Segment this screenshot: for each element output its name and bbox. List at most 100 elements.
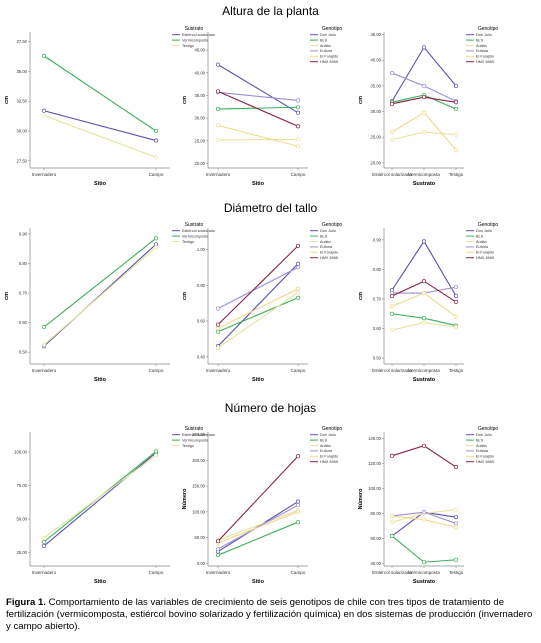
y-tick-label: 0.60 — [19, 320, 28, 325]
data-point — [295, 144, 301, 149]
data-point — [41, 539, 47, 544]
data-point — [421, 45, 427, 50]
legend-entry: Euforia — [320, 245, 333, 249]
x-axis-title: Sitio — [252, 579, 265, 585]
legend-entry: Testigo — [182, 44, 194, 48]
y-axis-title: Número — [358, 488, 364, 509]
data-point — [421, 443, 427, 448]
y-tick-label: 60.00 — [371, 536, 382, 541]
series-line — [217, 91, 299, 101]
data-point — [453, 465, 459, 470]
legend-entry: Don Julio — [476, 229, 492, 233]
chart-diametro-sitio-sustrato: 0.50 0.60 0.70 0.80 0.90 Invernadero Campo Siti… — [4, 222, 215, 383]
legend-entry: Estiércol solarizado — [182, 229, 215, 233]
series-line — [43, 243, 157, 347]
y-tick-label: 40.00 — [371, 561, 382, 566]
figure-caption: Figura 1. Comportamiento de las variable… — [6, 597, 538, 633]
legend-entry: Autlán — [320, 240, 331, 244]
data-point — [389, 130, 395, 135]
y-tick-label: 50.00 — [17, 517, 28, 522]
data-point — [389, 304, 395, 309]
series-line — [391, 511, 457, 537]
y-axis-title: Número — [182, 488, 188, 509]
x-axis-title: Sustrato — [413, 377, 436, 383]
data-point — [295, 454, 301, 459]
x-tick-label: Invernadero — [32, 172, 57, 177]
y-tick-label: 100.00 — [368, 486, 381, 491]
data-point — [215, 62, 221, 67]
data-point — [153, 128, 159, 134]
legend-entry: Vermicomposta — [182, 38, 209, 42]
x-axis-title: Sustrato — [413, 579, 436, 585]
y-tick-label: 0.90 — [19, 231, 28, 236]
y-axis-title: cm — [182, 96, 188, 104]
x-tick-label: Vermicomposta — [408, 172, 440, 177]
y-tick-label: 0.50 — [373, 356, 382, 361]
data-point — [389, 533, 395, 538]
x-tick-label: Campo — [291, 570, 306, 575]
y-tick-label: 0.40 — [197, 354, 206, 359]
y-tick-label: 140.00 — [368, 436, 381, 441]
legend-entry: Vermicomposta — [182, 438, 209, 442]
legend-entry: Euforia — [476, 449, 489, 453]
data-point — [421, 510, 427, 515]
legend-entry: Autlán — [476, 444, 487, 448]
chart-hojas-sustrato-genotipo: 40.00 60.00 80.00 100.00 120.00 140.00 Estiérc… — [358, 426, 498, 585]
data-point — [41, 535, 47, 540]
y-tick-label: 35.00 — [195, 93, 206, 98]
series-line — [391, 445, 457, 468]
y-tick-label: 25.00 — [195, 138, 206, 143]
y-tick-label: 45.00 — [371, 32, 382, 37]
y-tick-label: 100.00 — [14, 450, 27, 455]
data-point — [295, 290, 301, 295]
x-tick-label: Invernadero — [32, 570, 57, 575]
legend-entry: Don Julio — [320, 33, 336, 37]
data-point — [453, 293, 459, 299]
x-tick-label: Campo — [149, 368, 164, 373]
y-tick-label: 37.50 — [17, 39, 28, 44]
legend-entry: Vermicomposta — [182, 234, 209, 238]
data-point — [421, 517, 427, 522]
series-line — [217, 263, 299, 347]
x-tick-label: Campo — [291, 172, 306, 177]
legend-entry: El Forajido — [476, 251, 494, 255]
y-tick-label: 25.00 — [371, 135, 382, 140]
data-point — [389, 513, 395, 518]
chart-hojas-sitio-genotipo: 0.00 50.00 100.00 150.00 200.00 250.00 Inverna… — [182, 426, 342, 585]
y-tick-label: 30.00 — [195, 116, 206, 121]
data-point — [153, 138, 159, 143]
y-tick-label: 80.00 — [371, 511, 382, 516]
legend-entry: Don Julio — [320, 433, 336, 437]
series-line — [217, 124, 299, 147]
data-point — [215, 326, 221, 331]
legend-title: Sustrato — [185, 426, 204, 432]
x-tick-label: Campo — [291, 368, 306, 373]
series-line — [43, 237, 157, 328]
y-tick-label: 30.00 — [371, 109, 382, 114]
x-tick-label: Vermicomposta — [408, 570, 440, 575]
x-tick-label: Invernadero — [206, 368, 231, 373]
legend-title: Sustrato — [185, 222, 204, 228]
series-line — [217, 509, 299, 541]
y-tick-label: 0.00 — [197, 561, 206, 566]
legend-entry: BLS — [320, 38, 328, 42]
data-point — [453, 515, 459, 520]
data-point — [295, 265, 301, 270]
data-point — [421, 239, 427, 244]
series-line — [217, 288, 299, 329]
data-point — [41, 113, 47, 118]
data-point — [295, 243, 301, 248]
data-point — [453, 557, 459, 562]
y-tick-label: 150.00 — [192, 484, 205, 489]
y-tick-label: 25.00 — [17, 550, 28, 555]
legend-title: Sustrato — [185, 26, 204, 32]
data-point — [295, 261, 301, 266]
data-point — [453, 324, 459, 330]
data-point — [215, 345, 221, 350]
data-point — [153, 453, 159, 458]
data-point — [421, 560, 427, 565]
x-tick-label: Invernadero — [32, 368, 57, 373]
y-tick-label: 0.60 — [373, 326, 382, 331]
legend-entry: BLS — [320, 438, 328, 442]
series-line — [43, 452, 157, 547]
